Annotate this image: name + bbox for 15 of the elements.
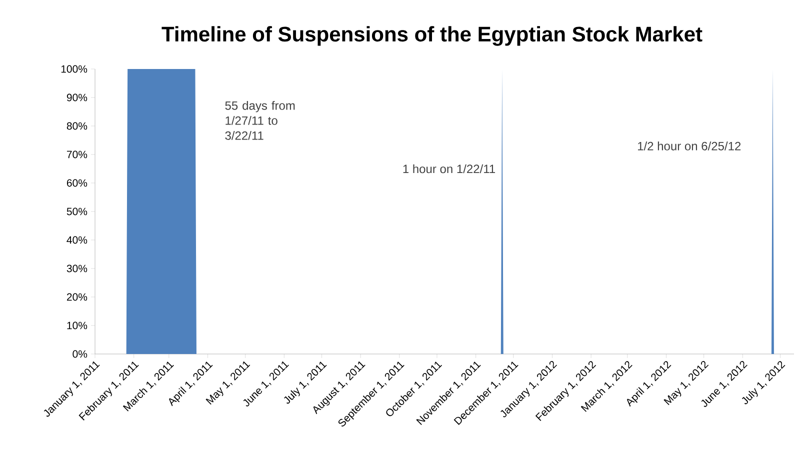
annotation: 1/2 hour on 6/25/12 — [638, 142, 741, 150]
y-tick-label: 90% — [66, 94, 88, 102]
y-tick-label: 50% — [66, 208, 88, 216]
y-tick-label: 70% — [66, 150, 88, 158]
y-tick-label: 40% — [66, 236, 88, 244]
y-tick-label: 20% — [66, 293, 88, 301]
annotation: 55 days from 1/27/11 to 3/22/11 — [225, 101, 295, 140]
y-tick-label: 100% — [61, 65, 88, 73]
chart-title: Timeline of Suspensions of the Egyptian Stock Market — [162, 26, 702, 46]
y-tick-label: 30% — [66, 264, 88, 272]
annotation: 1 hour on 1/22/11 — [403, 164, 496, 174]
y-tick-label: 80% — [66, 122, 88, 130]
y-tick-label: 60% — [66, 179, 88, 187]
y-tick-label: 10% — [67, 322, 88, 330]
y-tick-label: 0% — [72, 350, 88, 358]
